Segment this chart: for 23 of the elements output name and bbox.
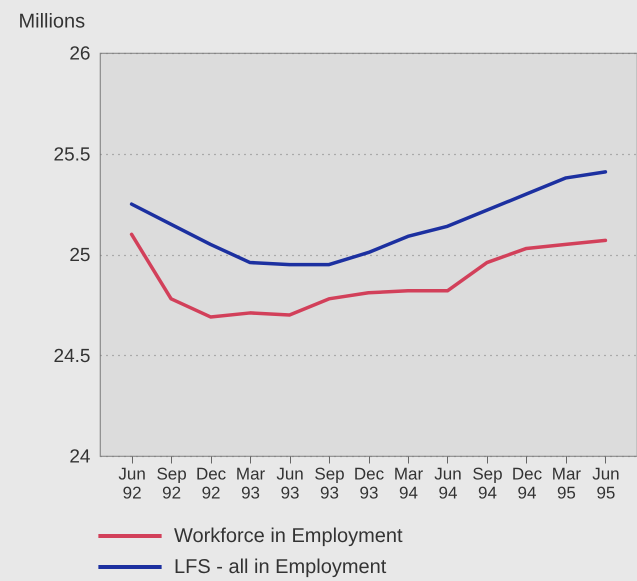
x-tick-label: Dec 93 [354, 464, 385, 502]
x-tick-label: Mar 93 [236, 464, 266, 502]
y-axis-title: Millions [18, 10, 86, 32]
y-tick-label: 24.5 [54, 346, 90, 367]
x-tick-label: Jun 93 [276, 464, 304, 502]
x-tick-label: Sep 94 [472, 464, 503, 502]
legend-label: LFS - all in Employment [174, 556, 387, 578]
x-tick-label: Jun 92 [118, 464, 146, 502]
x-tick-label: Jun 94 [434, 464, 462, 502]
x-tick-label: Jun 95 [592, 464, 620, 502]
x-tick-label: Dec 94 [512, 464, 543, 502]
legend-label: Workforce in Employment [174, 525, 404, 547]
x-tick-label: Dec 92 [196, 464, 227, 502]
x-tick-label: Mar 94 [394, 464, 424, 502]
y-tick-label: 25 [69, 245, 90, 266]
line-series [130, 170, 608, 266]
y-tick-label: 25.5 [54, 144, 90, 166]
y-tick-label: 24 [69, 446, 91, 468]
x-tick-label: Mar 95 [552, 464, 582, 502]
x-tick-label: Sep 93 [314, 464, 345, 502]
x-tick-label: Sep 92 [156, 464, 187, 502]
line-series [130, 232, 608, 319]
y-tick-label: 26 [69, 44, 90, 64]
